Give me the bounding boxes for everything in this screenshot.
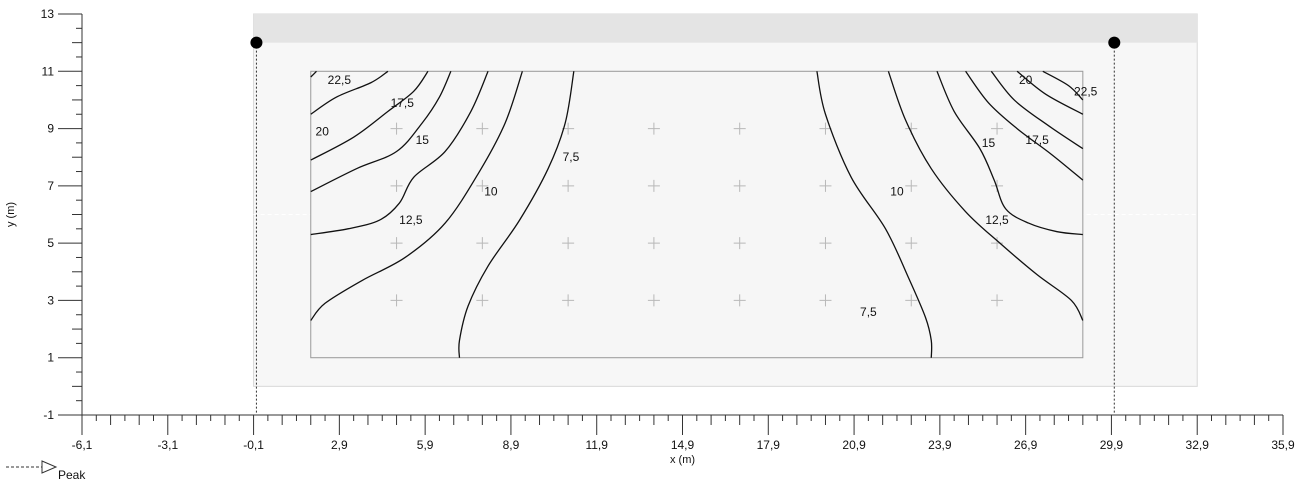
contour-label: 17,5 <box>391 96 415 110</box>
grid-point-cross <box>562 237 575 250</box>
contour-line <box>936 71 1083 236</box>
contour-label: 7,5 <box>860 305 877 319</box>
x-tick-label: 5,9 <box>417 438 434 452</box>
x-tick-label: 26,9 <box>1014 438 1038 452</box>
x-tick-label: 14,9 <box>671 438 695 452</box>
grid-point-cross <box>819 122 832 135</box>
contour-line <box>887 71 1084 321</box>
contour-label: 15 <box>982 136 996 150</box>
contour-line <box>310 70 429 161</box>
grid-point-cross <box>991 237 1004 250</box>
grid-point-cross <box>647 122 660 135</box>
grid-point-cross <box>390 294 403 307</box>
y-tick-label: 9 <box>47 122 54 136</box>
contour-label: 22,5 <box>328 73 352 87</box>
contour-line <box>310 71 452 193</box>
contour-label: 20 <box>1019 73 1033 87</box>
x-tick-label: 2,9 <box>331 438 348 452</box>
grid-point-cross <box>905 237 918 250</box>
grid-point-cross <box>562 294 575 307</box>
grid-point-cross <box>819 179 832 192</box>
contour-label: 12,5 <box>399 213 423 227</box>
grid-point-cross <box>733 179 746 192</box>
y-tick-label: 1 <box>47 351 54 365</box>
grid-point-cross <box>562 179 575 192</box>
contour-line <box>458 71 575 358</box>
x-tick-label: 23,9 <box>928 438 952 452</box>
grid-point-cross <box>733 122 746 135</box>
contour-line <box>1042 70 1084 101</box>
grid-point-cross <box>905 294 918 307</box>
contour-line <box>816 71 933 358</box>
grid-point-cross <box>647 294 660 307</box>
y-tick-label: 7 <box>47 179 54 193</box>
x-tick-label: 8,9 <box>503 438 520 452</box>
contour-line <box>965 70 1084 181</box>
contour-line <box>1016 70 1084 115</box>
contour-label: 17,5 <box>1025 133 1049 147</box>
grid-point-cross <box>476 122 489 135</box>
grid-point-cross <box>819 237 832 250</box>
grid-point-cross <box>733 294 746 307</box>
legend-label: Peak <box>58 468 86 481</box>
contour-label: 10 <box>890 185 904 199</box>
room-top-band <box>253 14 1198 43</box>
contour-line <box>310 71 523 321</box>
contour-label: 12,5 <box>985 213 1009 227</box>
y-axis-label: y (m) <box>5 202 17 227</box>
contour-labels: 22,5 17,5 20 15 7,5 10 12,5 20 22,5 15 17,5 10 12,5 7… <box>316 73 1098 319</box>
x-axis-label: x (m) <box>670 454 695 466</box>
grid-points <box>390 122 1004 307</box>
grid-point-cross <box>647 179 660 192</box>
grid-point-cross <box>390 237 403 250</box>
luminaires[interactable] <box>250 36 1121 415</box>
x-tick-label: 11,9 <box>585 438 608 452</box>
grid-point-cross <box>647 237 660 250</box>
x-tick-label: 35,9 <box>1271 438 1295 452</box>
grid-point-cross <box>819 294 832 307</box>
y-tick-label: 5 <box>47 236 54 250</box>
x-tick-label: 20,9 <box>842 438 866 452</box>
contour-line <box>990 70 1084 150</box>
y-tick-label: 11 <box>42 64 55 78</box>
y-tick-label: 3 <box>47 293 54 307</box>
grid-point-cross <box>991 294 1004 307</box>
measurement-area <box>310 70 1084 359</box>
legend: Peak <box>6 460 86 481</box>
grid-point-cross <box>905 179 918 192</box>
contour-label: 22,5 <box>1074 84 1098 98</box>
grid-point-cross <box>476 294 489 307</box>
grid-point-cross <box>476 237 489 250</box>
contour-label: 15 <box>416 133 430 147</box>
contour-label: 10 <box>484 185 498 199</box>
contour-label: 20 <box>316 124 330 138</box>
contour-line <box>310 71 489 236</box>
x-tick-label: -6,1 <box>72 438 93 452</box>
contour-line <box>310 70 389 115</box>
grid-point-cross <box>476 179 489 192</box>
legend-arrow-icon <box>41 460 58 474</box>
x-axis: -6,1 -3,1 -0,1 2,9 5,9 8,9 11,9 14,9 17,9 20,9 23,… <box>72 414 1295 452</box>
contour-lines <box>310 70 1084 358</box>
luminaire-marker[interactable] <box>250 36 263 49</box>
luminaire-marker[interactable] <box>1108 36 1121 49</box>
x-tick-label: 17,9 <box>757 438 781 452</box>
x-tick-label: 29,9 <box>1100 438 1124 452</box>
grid-point-cross <box>390 122 403 135</box>
y-tick-label: -1 <box>43 408 54 422</box>
grid-point-cross <box>390 179 403 192</box>
grid-point-cross <box>733 237 746 250</box>
y-tick-label: 13 <box>41 7 55 21</box>
x-tick-label: -0,1 <box>243 438 264 452</box>
contour-label: 7,5 <box>563 150 580 164</box>
x-tick-label: 32,9 <box>1186 438 1210 452</box>
grid-point-cross <box>991 122 1004 135</box>
contour-line <box>310 70 317 78</box>
x-tick-label: -3,1 <box>157 438 178 452</box>
